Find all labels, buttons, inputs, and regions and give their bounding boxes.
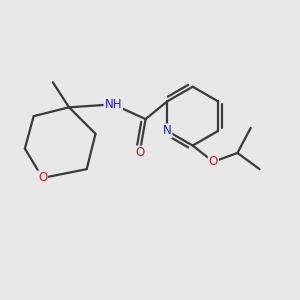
Text: O: O xyxy=(209,155,218,168)
Text: N: N xyxy=(163,124,172,137)
Text: NH: NH xyxy=(104,98,122,111)
Text: O: O xyxy=(135,146,144,159)
Text: O: O xyxy=(38,172,47,184)
